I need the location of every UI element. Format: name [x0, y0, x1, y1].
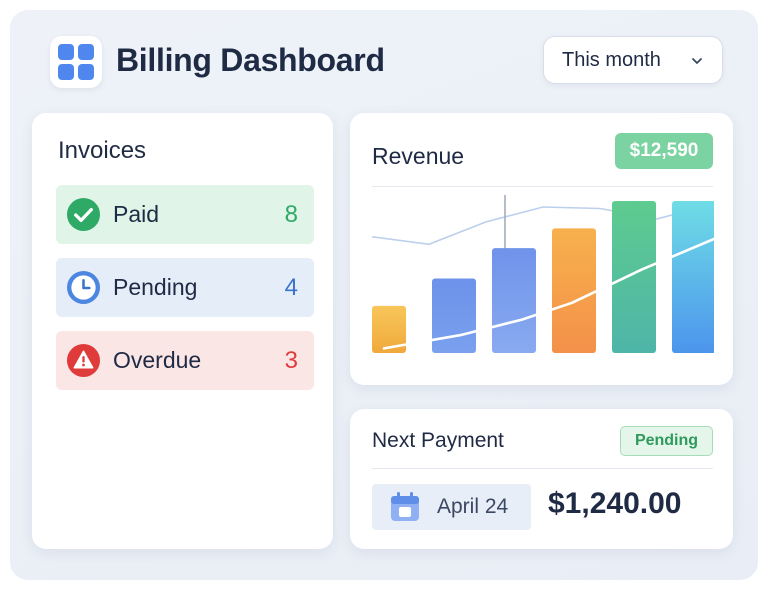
page-title: Billing Dashboard	[116, 42, 385, 78]
payment-date: April 24	[437, 495, 509, 518]
period-select-value: This month	[562, 48, 661, 71]
next-payment-title: Next Payment	[372, 429, 504, 452]
next-payment-card: Next Payment Pending April 24 $1,240.00	[350, 409, 733, 549]
invoice-label-paid: Paid	[113, 201, 160, 227]
chart-bar-5	[612, 201, 656, 353]
revenue-title: Revenue	[372, 143, 465, 169]
chart-bar-3	[492, 248, 536, 353]
revenue-total-badge: $12,590	[615, 133, 713, 169]
clock-icon	[66, 270, 101, 305]
payment-date-chip[interactable]: April 24	[372, 484, 531, 530]
payment-amount: $1,240.00	[548, 487, 682, 520]
chart-trend-line	[382, 237, 714, 350]
chevron-down-icon	[692, 58, 702, 64]
chart-bar-4	[552, 228, 596, 353]
revenue-chart	[372, 195, 714, 353]
chart-background-line	[372, 203, 714, 246]
invoice-label-overdue: Overdue	[113, 347, 202, 373]
grid-icon	[50, 36, 102, 88]
invoices-card: Invoices Paid 8 Pending 4 Overdue 3	[32, 113, 333, 549]
invoice-row-pending[interactable]: Pending 4	[56, 258, 314, 317]
revenue-divider	[372, 186, 713, 187]
invoice-row-paid[interactable]: Paid 8	[56, 185, 314, 244]
check-circle-icon	[66, 197, 101, 232]
chart-bar-6	[672, 201, 714, 353]
invoice-row-overdue[interactable]: Overdue 3	[56, 331, 314, 390]
alert-triangle-icon	[66, 343, 101, 378]
chart-bar-2	[432, 278, 476, 353]
calendar-icon	[391, 492, 419, 521]
invoices-title: Invoices	[58, 137, 147, 164]
payment-divider	[372, 468, 713, 469]
chart-bar-1	[372, 305, 406, 353]
invoice-count-overdue: 3	[284, 346, 298, 374]
invoice-count-paid: 8	[284, 200, 298, 228]
period-select[interactable]: This month	[543, 36, 723, 84]
payment-status-badge: Pending	[620, 426, 713, 456]
invoice-label-pending: Pending	[113, 274, 198, 300]
invoice-count-pending: 4	[284, 273, 298, 301]
revenue-card: Revenue $12,590	[350, 113, 733, 385]
